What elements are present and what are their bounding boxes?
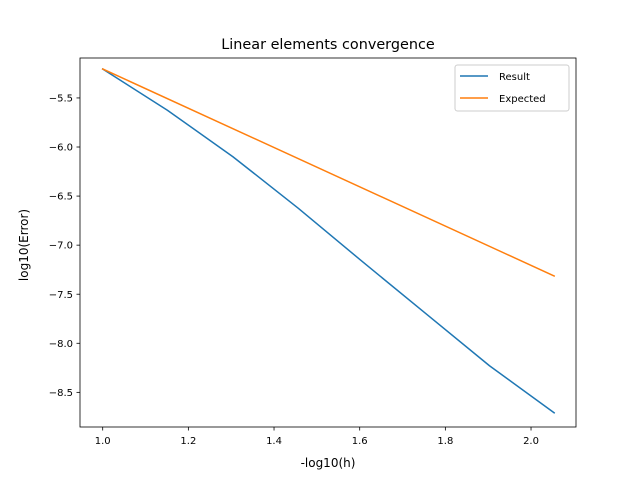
y-tick-label: −6.5 xyxy=(49,192,73,203)
axes-frame xyxy=(79,57,577,428)
x-tick-label: 1.4 xyxy=(266,436,282,447)
plot-area xyxy=(101,67,556,414)
y-tick-label: −8.0 xyxy=(49,339,73,350)
x-tick-label: 1.2 xyxy=(180,436,196,447)
legend-label-result: Result xyxy=(499,72,530,83)
series-line-result xyxy=(101,67,556,414)
chart-title: Linear elements convergence xyxy=(221,37,435,53)
series-line-expected xyxy=(101,67,556,277)
x-tick-label: 1.6 xyxy=(352,436,368,447)
y-tick-label: −7.5 xyxy=(49,290,73,301)
y-axis-label: log10(Error) xyxy=(17,209,31,281)
axes: 1.0 1.2 1.4 1.6 1.8 2.0 −5.5 −6.0 −6.5 −7.0 −7.5 −8… xyxy=(49,57,577,447)
y-tick-label: −5.5 xyxy=(49,94,73,105)
legend-label-expected: Expected xyxy=(499,94,546,105)
legend: Result Expected xyxy=(454,64,570,112)
y-tick-label: −7.0 xyxy=(49,241,73,252)
y-tick-label: −8.5 xyxy=(49,388,73,399)
x-tick-label: 1.0 xyxy=(95,436,111,447)
x-axis-label: -log10(h) xyxy=(301,456,356,470)
x-tick-label: 2.0 xyxy=(523,436,539,447)
x-tick-label: 1.8 xyxy=(437,436,453,447)
y-tick-label: −6.0 xyxy=(49,143,73,154)
